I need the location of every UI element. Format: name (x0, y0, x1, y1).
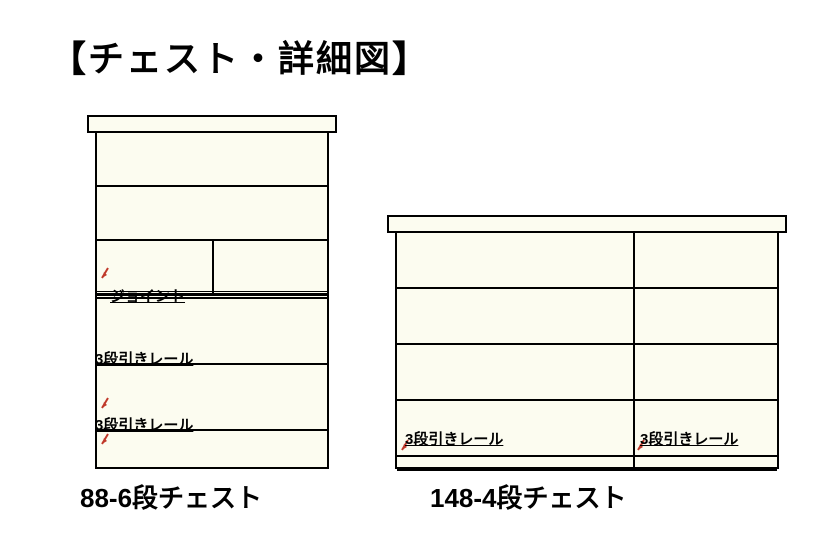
rail-label-left-2: 3段引きレール (95, 414, 193, 435)
drawer-divider (97, 185, 327, 187)
joint-label: ジョイント (110, 285, 185, 306)
rail-label-left-1: 3段引きレール (95, 348, 193, 369)
drawer-divider (397, 455, 777, 457)
chest-148-4-top (387, 215, 787, 233)
drawer-divider (97, 467, 327, 469)
rail-label-right-2: 3段引きレール (640, 428, 738, 449)
vertical-divider (633, 231, 635, 469)
drawer-divider (397, 287, 777, 289)
drawer-divider (397, 399, 777, 401)
caption-right: 148-4段チェスト (430, 478, 627, 515)
drawer-divider (397, 469, 777, 471)
caption-left: 88-6段チェスト (80, 478, 262, 515)
vertical-divider (212, 239, 214, 293)
chest-88-6-top (87, 115, 337, 133)
page-title: 【チェスト・詳細図】 (50, 30, 430, 82)
rail-label-right-1: 3段引きレール (405, 428, 503, 449)
drawer-divider (397, 343, 777, 345)
